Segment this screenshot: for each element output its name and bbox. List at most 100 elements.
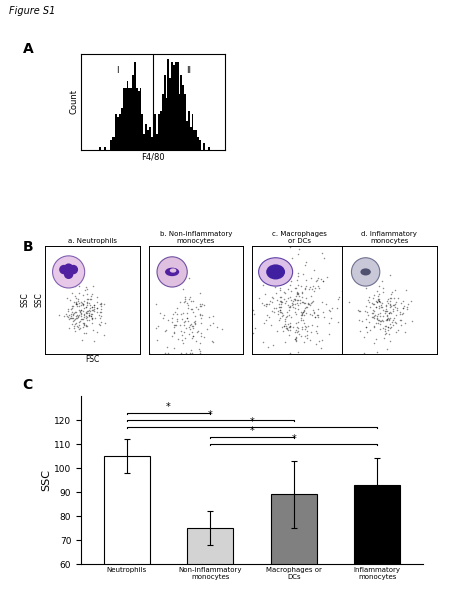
Point bbox=[73, 313, 80, 323]
Point bbox=[283, 296, 290, 305]
Point bbox=[383, 314, 390, 323]
Point bbox=[297, 307, 305, 317]
Point bbox=[393, 303, 400, 313]
Point bbox=[298, 310, 306, 319]
Y-axis label: Count: Count bbox=[69, 89, 78, 115]
Point bbox=[184, 316, 192, 326]
Point bbox=[74, 312, 81, 322]
Point bbox=[185, 294, 193, 304]
Point bbox=[383, 328, 390, 338]
Point bbox=[387, 307, 394, 317]
Point bbox=[72, 298, 79, 307]
Point bbox=[384, 311, 391, 321]
Point bbox=[76, 281, 83, 291]
Point bbox=[180, 297, 187, 307]
Point bbox=[322, 299, 329, 309]
Point bbox=[339, 287, 346, 296]
Point bbox=[98, 301, 105, 310]
Point bbox=[72, 326, 79, 335]
Point bbox=[73, 310, 81, 320]
Point bbox=[65, 314, 72, 323]
Point bbox=[302, 321, 309, 331]
Point bbox=[87, 309, 94, 319]
Point bbox=[81, 319, 88, 328]
Point bbox=[288, 296, 295, 305]
Bar bbox=[130, 88, 132, 150]
Point bbox=[359, 316, 366, 325]
Point bbox=[300, 298, 307, 308]
Point bbox=[84, 313, 91, 322]
Point bbox=[294, 290, 302, 299]
Point bbox=[370, 305, 377, 314]
Bar bbox=[177, 62, 179, 150]
Point bbox=[265, 275, 272, 285]
Point bbox=[173, 303, 180, 313]
Point bbox=[278, 302, 285, 311]
Bar bbox=[175, 62, 177, 150]
Point bbox=[81, 310, 88, 319]
Point bbox=[297, 315, 305, 325]
Point bbox=[312, 326, 319, 335]
Point bbox=[371, 307, 378, 316]
Point bbox=[100, 330, 108, 340]
Point bbox=[300, 337, 307, 347]
Point bbox=[297, 313, 305, 323]
Point bbox=[83, 320, 90, 330]
Point bbox=[390, 300, 397, 310]
Point bbox=[161, 326, 168, 336]
Point bbox=[78, 305, 85, 315]
Point bbox=[172, 320, 179, 330]
Point bbox=[379, 316, 387, 326]
Point bbox=[98, 311, 105, 320]
Point bbox=[86, 308, 93, 318]
Bar bbox=[136, 88, 138, 150]
Point bbox=[152, 323, 159, 333]
Point bbox=[377, 301, 384, 310]
Point bbox=[284, 325, 292, 335]
Point bbox=[83, 308, 90, 317]
Point bbox=[384, 294, 391, 304]
Bar bbox=[110, 140, 112, 150]
Point bbox=[73, 311, 80, 321]
Point bbox=[386, 271, 393, 280]
Point bbox=[292, 295, 299, 305]
Point bbox=[182, 348, 189, 358]
Point bbox=[382, 326, 389, 336]
Point bbox=[292, 310, 300, 319]
Text: *: * bbox=[208, 410, 213, 419]
Point bbox=[80, 290, 87, 299]
Point bbox=[400, 308, 407, 318]
Point bbox=[69, 313, 76, 323]
Point bbox=[161, 311, 168, 320]
Point bbox=[311, 313, 319, 322]
Point bbox=[280, 287, 288, 297]
Point bbox=[197, 329, 204, 338]
Point bbox=[313, 275, 320, 285]
Bar bbox=[192, 114, 194, 150]
Point bbox=[389, 304, 396, 314]
Point bbox=[300, 318, 307, 328]
Point bbox=[380, 287, 387, 296]
Point bbox=[76, 302, 83, 311]
Point bbox=[72, 299, 79, 308]
Point bbox=[260, 337, 267, 347]
Point bbox=[83, 289, 90, 299]
Point bbox=[83, 284, 90, 293]
Point bbox=[249, 329, 256, 338]
Point bbox=[375, 296, 382, 305]
Point bbox=[81, 303, 88, 313]
Point bbox=[64, 293, 71, 303]
Point bbox=[82, 322, 90, 331]
Point bbox=[294, 289, 302, 298]
Point bbox=[293, 295, 300, 304]
Point bbox=[283, 323, 290, 332]
Bar bbox=[197, 137, 199, 150]
Point bbox=[101, 299, 108, 308]
Point bbox=[67, 295, 74, 305]
Point bbox=[283, 312, 290, 322]
Point bbox=[287, 280, 294, 290]
Point bbox=[71, 315, 78, 325]
Point bbox=[86, 305, 93, 314]
Point bbox=[394, 325, 401, 335]
Point bbox=[288, 277, 295, 286]
